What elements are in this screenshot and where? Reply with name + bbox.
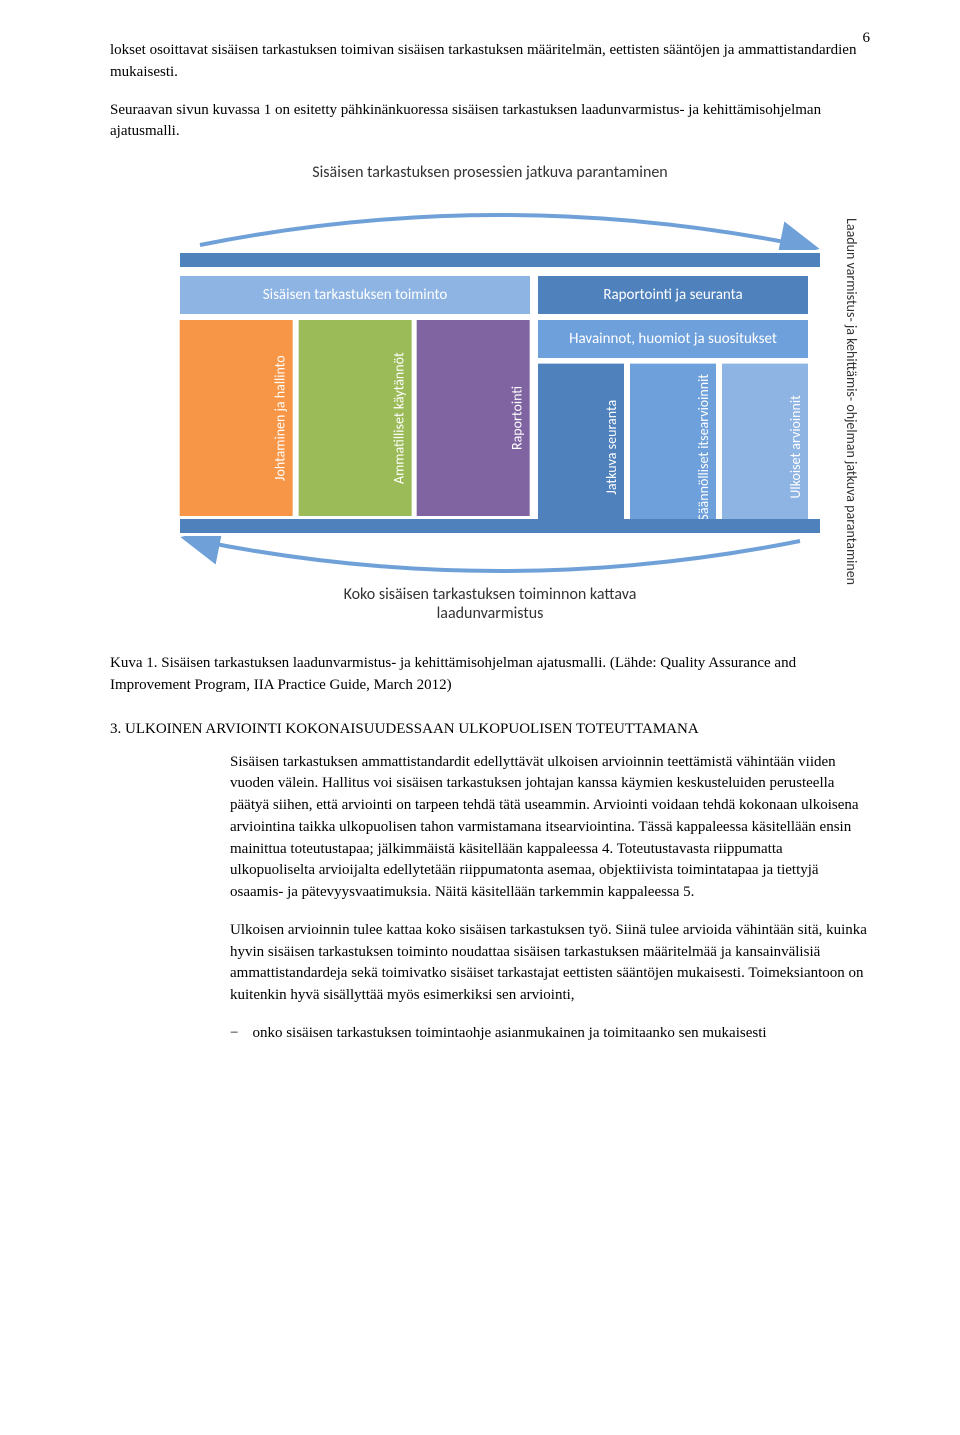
diagram-bottom-label: Koko sisäisen tarkastuksen toiminnon kat… bbox=[300, 585, 680, 623]
diagram-figure: Sisäisen tarkastuksen prosessien jatkuva… bbox=[120, 163, 860, 623]
diagram-core: Sisäisen tarkastuksen toiminto Johtamine… bbox=[180, 276, 820, 516]
bullet-text: onko sisäisen tarkastuksen toimintaohje … bbox=[252, 1023, 766, 1045]
diagram-col-ulkoiset: Ulkoiset arvioinnit bbox=[722, 364, 808, 531]
page-number: 6 bbox=[863, 30, 871, 47]
figure-caption: Kuva 1. Sisäisen tarkastuksen laadunvarm… bbox=[110, 653, 870, 697]
paragraph-2: Seuraavan sivun kuvassa 1 on esitetty pä… bbox=[110, 100, 870, 144]
diagram-col-jatkuva: Jatkuva seuranta bbox=[538, 364, 624, 531]
diagram-arc-bottom bbox=[160, 536, 840, 581]
section-heading: 3. ULKOINEN ARVIOINTI KOKONAISUUDESSAAN … bbox=[110, 721, 870, 738]
diagram-col-saannolliset: Säännölliset itsearvioinnit bbox=[630, 364, 716, 531]
diagram-right-header2: Havainnot, huomiot ja suositukset bbox=[538, 320, 808, 358]
diagram-right-header1: Raportointi ja seuranta bbox=[538, 276, 808, 314]
diagram-top-label: Sisäisen tarkastuksen prosessien jatkuva… bbox=[300, 163, 680, 182]
diagram-bar-bottom bbox=[180, 519, 820, 533]
bullet-dash-icon: − bbox=[230, 1023, 238, 1045]
body-paragraph-2: Ulkoisen arvioinnin tulee kattaa koko si… bbox=[230, 920, 870, 1007]
bullet-item-1: − onko sisäisen tarkastuksen toimintaohj… bbox=[230, 1023, 870, 1045]
body-paragraph-1: Sisäisen tarkastuksen ammattistandardit … bbox=[230, 752, 870, 904]
diagram-bar-top bbox=[180, 253, 820, 267]
diagram-col-johtaminen: Johtaminen ja hallinto bbox=[180, 320, 293, 516]
diagram-col-raportointi: Raportointi bbox=[417, 320, 530, 516]
diagram-col-ammatilliset: Ammatilliset käytännöt bbox=[299, 320, 412, 516]
diagram-left-header: Sisäisen tarkastuksen toiminto bbox=[180, 276, 530, 314]
paragraph-1: lokset osoittavat sisäisen tarkastuksen … bbox=[110, 40, 870, 84]
